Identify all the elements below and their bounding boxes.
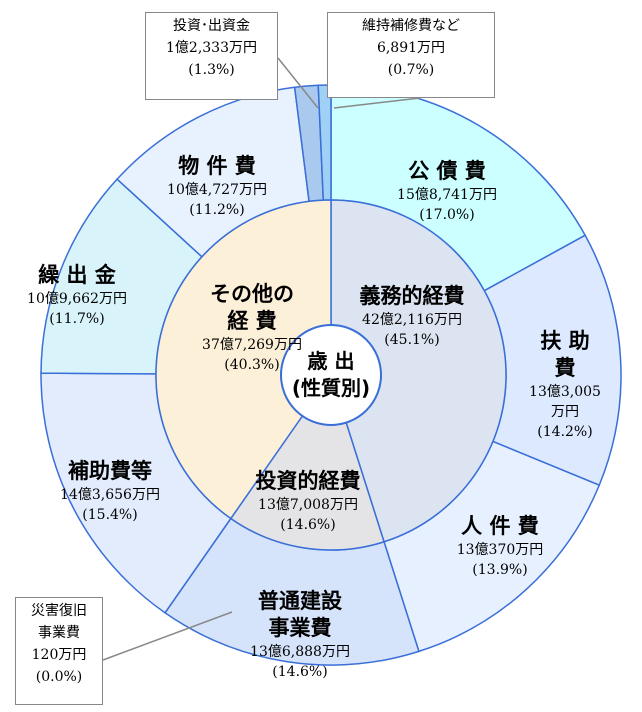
- amount-label: 10億9,662万円: [27, 291, 127, 307]
- amount-label: 14億3,656万円: [60, 487, 160, 503]
- callout-box: 災害復旧 事業費 120万円 (0.0%): [15, 597, 103, 705]
- amount-label: 13億6,888万円: [250, 644, 350, 660]
- callout-box: 投資･出資金 1億2,333万円 (1.3%): [145, 12, 278, 100]
- category-label: 投資的経費: [255, 469, 361, 493]
- segment-label: 補助費等 14億3,656万円 (15.4%): [60, 458, 160, 525]
- percent-label: (14.6%): [280, 517, 336, 533]
- segment-label: 扶 助 費 13億3,005万円 (14.2%): [527, 328, 604, 442]
- percent-label: (1.3%): [188, 62, 235, 78]
- category-label: 普通建設 事業費: [258, 589, 342, 640]
- segment-label: 公 債 費 15億8,741万円 (17.0%): [397, 158, 497, 225]
- percent-label: (0.7%): [387, 62, 435, 78]
- category-label: 繰 出 金: [38, 263, 116, 287]
- group-label: 義務的経費 42億2,116万円 (45.1%): [360, 283, 465, 350]
- percent-label: (11.7%): [49, 311, 105, 327]
- group-label: 投資的経費 13億7,008万円 (14.6%): [256, 468, 361, 535]
- amount-label: 1億2,333万円: [166, 40, 257, 56]
- percent-label: (40.3%): [224, 357, 280, 373]
- segment-label: 人 件 費 13億370万円 (13.9%): [457, 513, 544, 580]
- center-hole: [280, 324, 382, 426]
- percent-label: (15.4%): [82, 507, 138, 523]
- category-label: 公 債 費: [408, 159, 486, 183]
- leader-line: [277, 57, 319, 109]
- segment-label: 普通建設 事業費 13億6,888万円 (14.6%): [250, 588, 350, 682]
- group-label: その他の 経 費 37億7,269万円 (40.3%): [202, 281, 302, 375]
- leader-line: [102, 611, 233, 661]
- percent-label: (17.0%): [419, 207, 475, 223]
- amount-label: 120万円: [31, 647, 87, 663]
- leader-line: [333, 97, 421, 109]
- amount-label: 6,891万円: [376, 40, 446, 56]
- category-label: その他の 経 費: [210, 282, 294, 333]
- category-label: 人 件 費: [461, 514, 539, 538]
- percent-label: (45.1%): [384, 332, 440, 348]
- amount-label: 10億4,727万円: [167, 182, 267, 198]
- amount-label: 13億370万円: [456, 542, 544, 558]
- category-label: 投資･出資金: [173, 18, 250, 34]
- percent-label: (11.2%): [189, 202, 245, 218]
- category-label: 補助費等: [68, 459, 152, 483]
- category-label: 維持補修費など: [362, 18, 460, 34]
- category-label: 災害復旧 事業費: [31, 603, 87, 641]
- amount-label: 37億7,269万円: [202, 337, 302, 353]
- category-label: 物 件 費: [178, 154, 256, 178]
- center-title: 歳 出 (性質別): [291, 349, 371, 400]
- segment-label: 繰 出 金 10億9,662万円 (11.7%): [27, 262, 127, 329]
- segment-label: 物 件 費 10億4,727万円 (11.2%): [167, 153, 267, 220]
- percent-label: (14.6%): [272, 664, 328, 680]
- amount-label: 13億3,005万円: [529, 384, 601, 420]
- amount-label: 42億2,116万円: [362, 312, 462, 328]
- category-label: 扶 助 費: [540, 329, 590, 380]
- percent-label: (14.2%): [537, 424, 593, 440]
- percent-label: (13.9%): [472, 562, 528, 578]
- percent-label: (0.0%): [35, 669, 83, 685]
- category-label: 義務的経費: [359, 284, 465, 308]
- amount-label: 15億8,741万円: [397, 187, 497, 203]
- callout-box: 維持補修費など 6,891万円 (0.7%): [327, 12, 495, 98]
- amount-label: 13億7,008万円: [258, 497, 358, 513]
